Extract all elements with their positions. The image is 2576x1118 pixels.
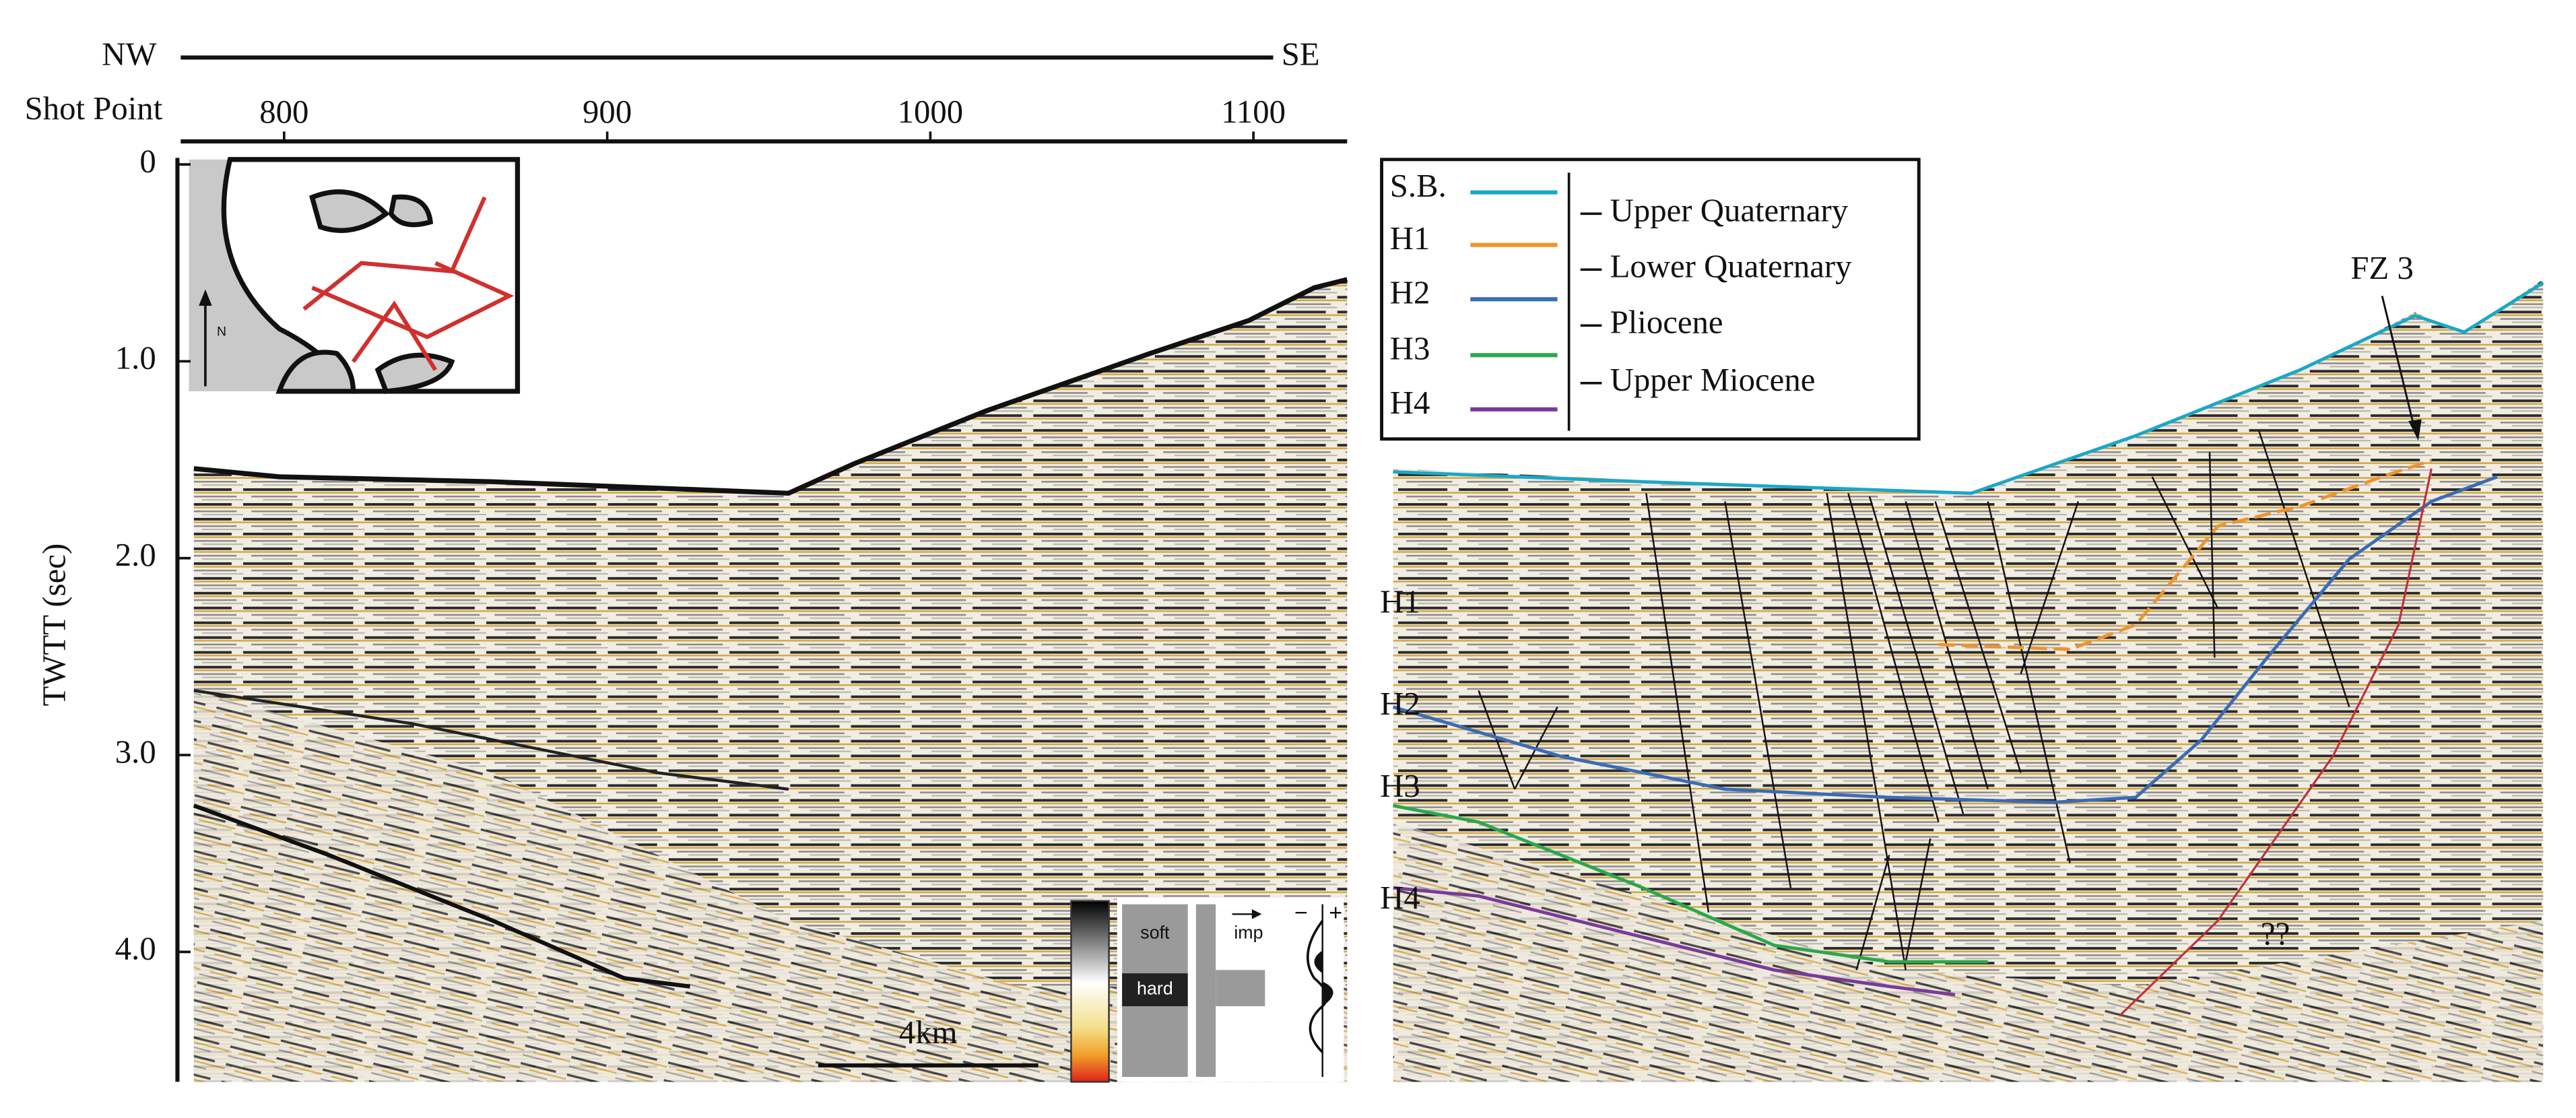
colorbar (1070, 900, 1110, 1083)
hard-label: hard (1137, 979, 1173, 999)
legend-entry: S.B. (1390, 168, 1447, 204)
horizon (1938, 459, 2433, 651)
soft-label: soft (1140, 923, 1170, 943)
horizon (1393, 803, 1988, 964)
stratigraphic-unit: Upper Quaternary (1610, 193, 1849, 229)
shot-point-tick-label: 1100 (1221, 94, 1286, 130)
polarity-key: soft hard imp − + (1117, 897, 1344, 1082)
twtt-tick-label: 2.0 (115, 537, 156, 573)
twtt-tick-label: 3.0 (115, 733, 156, 770)
horizons (1392, 281, 2544, 1017)
negative-label: − (1294, 900, 1308, 925)
legend-entry: H3 (1390, 331, 1430, 367)
profile-start: NW (102, 36, 156, 73)
legend-entry: H1 (1390, 220, 1430, 257)
horizon (1392, 475, 2498, 804)
profile-end: SE (1282, 36, 1320, 73)
twtt-label: TWTT (sec) (36, 544, 73, 706)
unknown-label: ?? (2261, 916, 2290, 952)
horizon-label: H4 (1380, 880, 1420, 916)
horizon (1393, 281, 2544, 495)
legend: S.B. H1 H2 H3 H4 Upper Quaternary Lower Quater… (1390, 168, 1852, 421)
stratigraphic-unit: Pliocene (1610, 304, 1723, 341)
stratigraphic-unit: Lower Quaternary (1610, 249, 1852, 285)
stratigraphic-unit: Upper Miocene (1610, 362, 1816, 398)
arrow-head (2408, 419, 2422, 441)
shot-point-label: Shot Point (25, 90, 163, 127)
legend-entry: H2 (1390, 275, 1430, 311)
horizon-label: H3 (1380, 768, 1420, 804)
horizon-label: H1 (1380, 584, 1420, 620)
scale-bar-label: 4km (899, 1014, 958, 1051)
fault-zone-label: FZ 3 (2350, 250, 2414, 286)
positive-label: + (1329, 900, 1342, 925)
twtt-tick-label: 0 (139, 143, 156, 179)
legend-entry: H4 (1390, 385, 1430, 421)
fault-zone-arrow (2381, 296, 2416, 431)
horizon (1393, 886, 1956, 997)
horizon-label: H2 (1380, 686, 1420, 722)
seismic-left (193, 277, 1348, 1082)
location-map: N (189, 157, 521, 394)
shot-point-tick-label: 800 (259, 94, 308, 130)
shot-point-tick-label: 900 (583, 94, 632, 130)
twtt-tick-label: 4.0 (115, 931, 156, 967)
impedance-label: imp (1234, 923, 1263, 943)
twtt-tick-label: 1.0 (115, 340, 156, 376)
north-label: N (217, 324, 226, 339)
shot-point-tick-label: 1000 (898, 94, 964, 130)
fault-zone (2118, 468, 2433, 1017)
